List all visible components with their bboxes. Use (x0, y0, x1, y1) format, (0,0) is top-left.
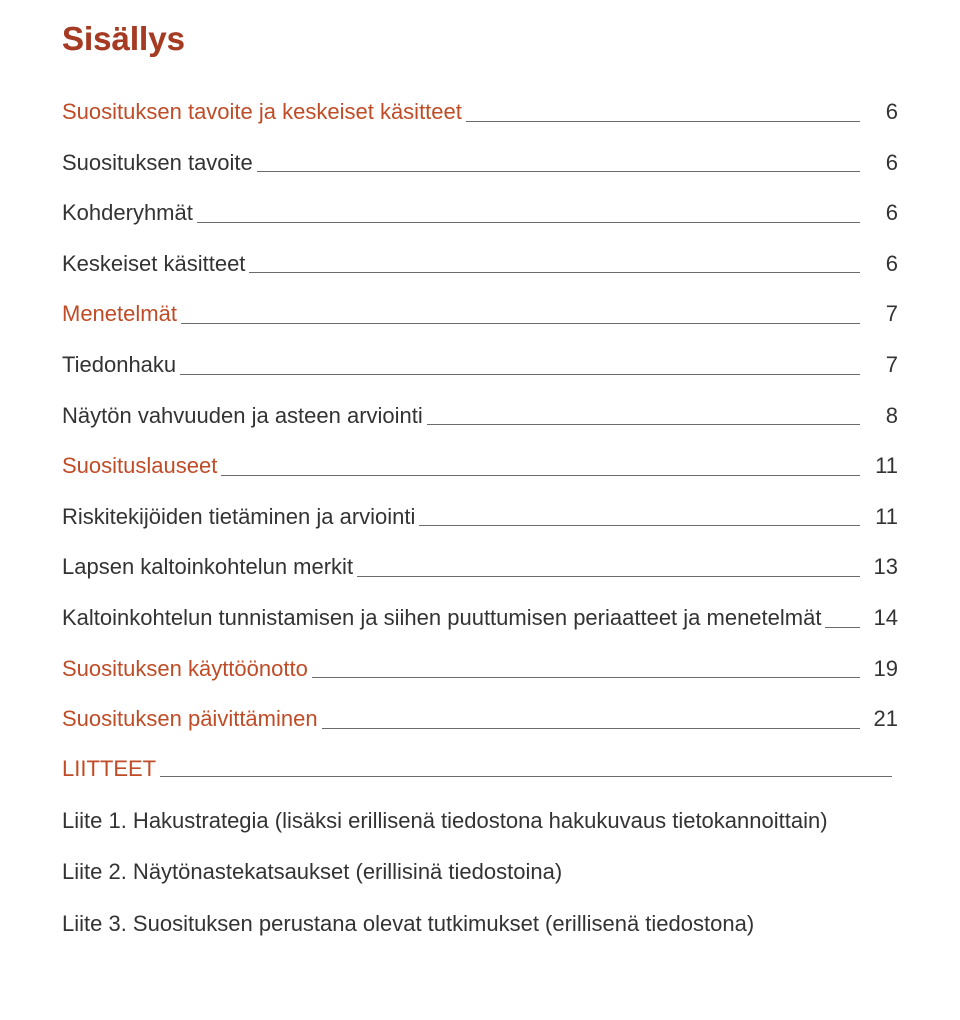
toc-subitem: Suosituksen tavoite 6 (62, 149, 898, 178)
toc-label: Keskeiset käsitteet (62, 250, 245, 279)
toc-page-number: 6 (866, 149, 898, 178)
toc-page-number: 8 (866, 402, 898, 431)
leader-line (257, 171, 860, 172)
toc-label: Kohderyhmät (62, 199, 193, 228)
toc-page-number: 11 (866, 452, 898, 481)
toc-section: Suosituksen käyttöönotto 19 (62, 655, 898, 684)
toc-page-number: 19 (866, 655, 898, 684)
leader-line (181, 323, 860, 324)
toc-list: Suosituksen tavoite ja keskeiset käsitte… (62, 98, 898, 734)
toc-subitem: Keskeiset käsitteet 6 (62, 250, 898, 279)
leader-line (221, 475, 860, 476)
toc-subitem: Lapsen kaltoinkohtelun merkit 13 (62, 553, 898, 582)
appendix-list: Liite 1. Hakustrategia (lisäksi erillise… (62, 806, 898, 939)
toc-subitem: Kaltoinkohtelun tunnistamisen ja siihen … (62, 604, 898, 633)
toc-label: Lapsen kaltoinkohtelun merkit (62, 553, 353, 582)
appendix-item: Liite 2. Näytönastekatsaukset (erillisin… (62, 857, 898, 887)
leader-line (357, 576, 860, 577)
toc-label: Menetelmät (62, 300, 177, 329)
toc-label: Suosituksen tavoite (62, 149, 253, 178)
toc-label: Tiedonhaku (62, 351, 176, 380)
toc-label: Suosituksen tavoite ja keskeiset käsitte… (62, 98, 462, 127)
leader-line (466, 121, 860, 122)
leader-line (249, 272, 860, 273)
toc-page-number: 21 (866, 705, 898, 734)
toc-subitem: Kohderyhmät 6 (62, 199, 898, 228)
toc-subitem: Tiedonhaku 7 (62, 351, 898, 380)
toc-page-number: 14 (866, 604, 898, 633)
leader-line (419, 525, 860, 526)
appendix-section: LIITTEET Liite 1. Hakustrategia (lisäksi… (62, 756, 898, 939)
appendix-item: Liite 3. Suosituksen perustana olevat tu… (62, 909, 898, 939)
toc-page-number: 13 (866, 553, 898, 582)
leader-line (825, 627, 860, 628)
toc-section: Menetelmät 7 (62, 300, 898, 329)
toc-label: Näytön vahvuuden ja asteen arviointi (62, 402, 423, 431)
toc-subitem: Riskitekijöiden tietäminen ja arviointi 1… (62, 503, 898, 532)
leader-line (312, 677, 860, 678)
page-title: Sisällys (62, 20, 898, 58)
appendix-item: Liite 1. Hakustrategia (lisäksi erillise… (62, 806, 898, 836)
toc-page-number: 7 (866, 351, 898, 380)
toc-page-number: 7 (866, 300, 898, 329)
toc-label: Suosituslauseet (62, 452, 217, 481)
leader-line (427, 424, 860, 425)
toc-label: Suosituksen käyttöönotto (62, 655, 308, 684)
appendix-heading-row: LIITTEET (62, 756, 898, 782)
toc-subitem: Näytön vahvuuden ja asteen arviointi 8 (62, 402, 898, 431)
leader-line (197, 222, 860, 223)
toc-section: Suosituksen päivittäminen 21 (62, 705, 898, 734)
toc-page-number: 6 (866, 199, 898, 228)
toc-page-number: 11 (866, 503, 898, 532)
toc-section: Suosituslauseet 11 (62, 452, 898, 481)
leader-line (322, 728, 860, 729)
toc-label: Riskitekijöiden tietäminen ja arviointi (62, 503, 415, 532)
toc-page-number: 6 (866, 98, 898, 127)
toc-label: Suosituksen päivittäminen (62, 705, 318, 734)
toc-page-number: 6 (866, 250, 898, 279)
appendix-heading: LIITTEET (62, 756, 156, 782)
leader-line (180, 374, 860, 375)
toc-label: Kaltoinkohtelun tunnistamisen ja siihen … (62, 604, 821, 633)
toc-page: Sisällys Suosituksen tavoite ja keskeise… (0, 0, 960, 981)
leader-line (160, 776, 892, 777)
toc-section: Suosituksen tavoite ja keskeiset käsitte… (62, 98, 898, 127)
